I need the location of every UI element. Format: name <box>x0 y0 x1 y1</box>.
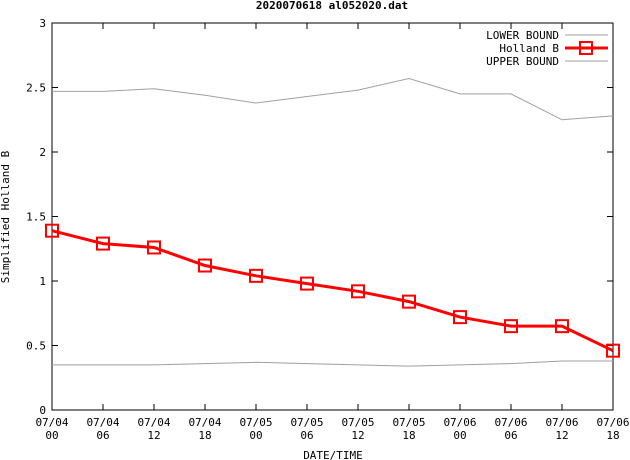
x-tick-label-hour: 06 <box>504 429 517 442</box>
data-point <box>351 284 365 299</box>
x-tick-label-date: 07/05 <box>341 416 374 429</box>
y-tick-label: 3 <box>39 17 46 30</box>
x-tick-label-date: 07/06 <box>443 416 476 429</box>
data-point <box>555 319 569 334</box>
series-line-0 <box>52 360 613 367</box>
y-tick-label: 2.5 <box>26 82 46 95</box>
y-tick-label: 1 <box>39 275 46 288</box>
series-line-1 <box>51 229 614 353</box>
data-point <box>300 276 314 291</box>
chart-title: 2020070618 al052020.dat <box>256 0 408 12</box>
data-point <box>45 223 59 238</box>
x-tick-label-date: 07/06 <box>494 416 527 429</box>
data-point <box>504 319 518 334</box>
data-point <box>249 268 263 283</box>
series-layer <box>45 77 620 367</box>
x-tick-label-hour: 18 <box>402 429 415 442</box>
x-axis: 07/040007/040607/041207/041807/050007/05… <box>35 23 630 442</box>
x-tick-label-hour: 00 <box>453 429 466 442</box>
data-point <box>453 310 467 325</box>
x-tick-label-hour: 12 <box>555 429 568 442</box>
data-point <box>147 240 161 255</box>
x-tick-label-hour: 06 <box>96 429 109 442</box>
x-tick-label-date: 07/04 <box>35 416 68 429</box>
series-line-2 <box>52 77 614 121</box>
data-point <box>96 236 110 251</box>
x-tick-label-hour: 00 <box>249 429 262 442</box>
x-tick-label-hour: 12 <box>147 429 160 442</box>
y-axis: 0 0.5 1 1.5 2 2.5 3 <box>26 17 613 417</box>
legend-marker <box>579 41 593 55</box>
x-tick-label-hour: 18 <box>198 429 211 442</box>
y-tick-label: 2 <box>39 146 46 159</box>
x-tick-label-date: 07/04 <box>188 416 221 429</box>
y-tick-label: 0 <box>39 404 46 417</box>
plot-frame <box>51 22 614 411</box>
y-tick-label: 0.5 <box>26 340 46 353</box>
x-tick-label-date: 07/04 <box>137 416 170 429</box>
x-axis-label: DATE/TIME <box>303 449 363 460</box>
legend-label: UPPER BOUND <box>486 55 559 68</box>
data-point <box>402 294 416 309</box>
x-tick-label-hour: 12 <box>351 429 364 442</box>
x-tick-label-date: 07/05 <box>290 416 323 429</box>
data-point <box>198 258 212 273</box>
x-tick-label-date: 07/05 <box>392 416 425 429</box>
data-point <box>606 343 620 358</box>
y-axis-label: Simplified Holland B <box>0 150 12 283</box>
x-tick-label-date: 07/06 <box>545 416 578 429</box>
y-tick-label: 1.5 <box>26 211 46 224</box>
x-tick-label-date: 07/05 <box>239 416 272 429</box>
x-tick-label-hour: 00 <box>45 429 58 442</box>
x-tick-label-hour: 18 <box>606 429 619 442</box>
x-tick-label-date: 07/06 <box>596 416 629 429</box>
legend-label: Holland B <box>499 42 559 55</box>
legend-label: LOWER BOUND <box>486 29 559 42</box>
x-tick-label-date: 07/04 <box>86 416 119 429</box>
x-tick-label-hour: 06 <box>300 429 313 442</box>
